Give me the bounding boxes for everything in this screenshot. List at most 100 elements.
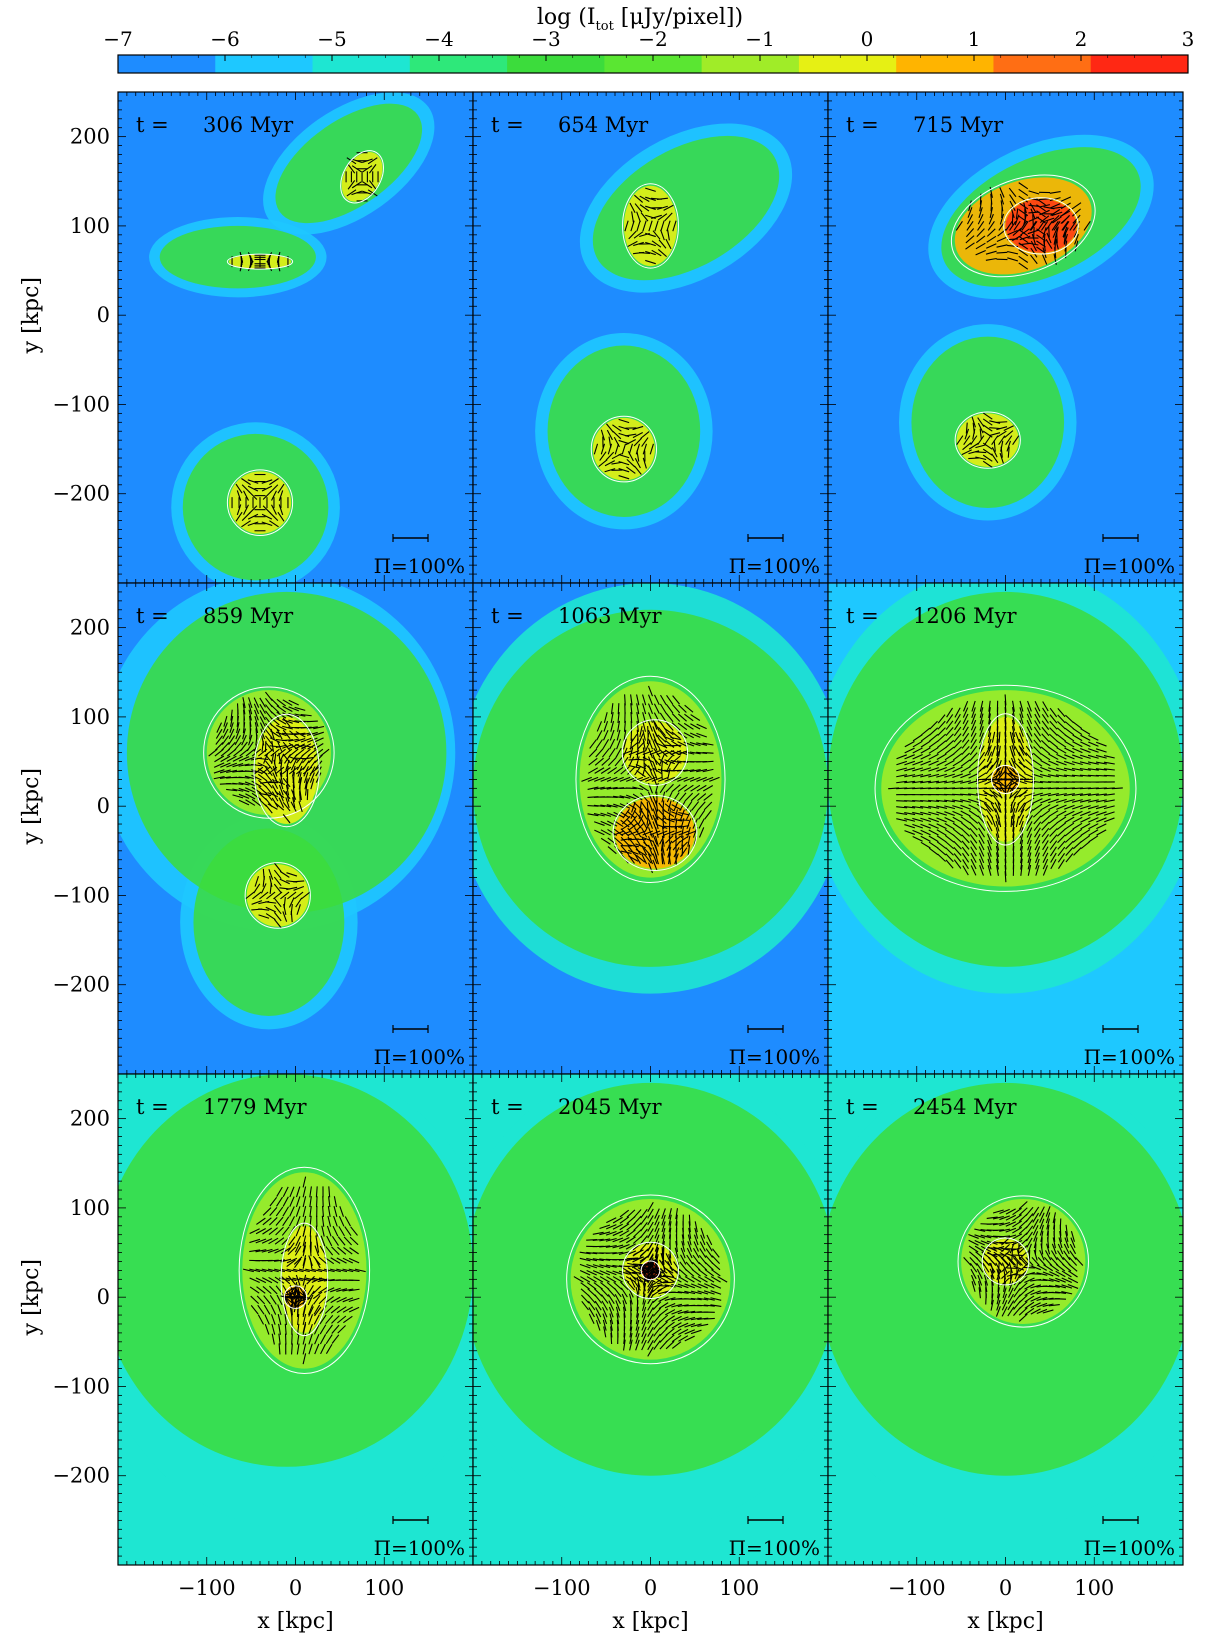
polarization-vector [1088,741,1099,747]
polarization-vector [642,443,647,455]
polarization-vector [673,800,679,812]
polarization-vector [1009,788,1014,799]
polarization-vector [278,1333,281,1345]
panel-map [473,1074,828,1565]
polarization-vector [302,1176,307,1188]
polarization-vector [993,796,1002,806]
polarization-vector [314,760,323,770]
x-tick-label: −100 [888,1576,946,1600]
polarization-vector [960,773,971,779]
polarization-vector [1072,810,1083,817]
polarization-vector [647,1247,654,1258]
polarization-vector [663,1267,674,1274]
polarization-vector [1012,1220,1022,1228]
polarization-label: Π=100% [1084,1536,1175,1560]
polarization-vector [282,1216,290,1227]
polarization-vector [645,1267,656,1274]
intensity-contour [280,1222,329,1337]
polarization-vector [1020,858,1023,870]
polarization-vector [1008,1274,1013,1286]
polarization-vector [1027,858,1032,870]
polarization-vector [311,1268,323,1273]
polarization-vector [1055,1291,1067,1295]
polarization-vector [288,1290,295,1301]
polarization-vector [299,1295,311,1299]
polarization-vector [990,1299,994,1311]
polarization-vector [1062,1263,1072,1272]
polarization-vector [1003,425,1014,432]
polarization-vector [255,1268,267,1273]
polarization-vector [282,729,291,739]
polarization-vector [1000,1257,1009,1266]
polarization-vector [603,729,609,741]
polarization-vector [968,804,979,811]
polarization-vector [1088,811,1099,816]
polarization-vector [239,748,249,757]
polarization-vector [664,755,674,765]
polarization-vector [665,1253,672,1264]
polarization-vector [952,787,964,790]
polarization-vector [635,763,647,770]
polarization-vector [1019,839,1024,851]
polarization-vector [696,732,707,738]
polarization-vector [697,1304,709,1307]
intensity-contour [1003,197,1079,255]
polarization-vector [668,809,671,821]
polarization-vector [960,816,971,824]
polarization-vector [271,504,277,515]
colorbar-segment [215,55,314,73]
polarization-vector [1040,1230,1044,1242]
polarization-vector [1029,202,1037,213]
polarization-vector [313,1314,320,1325]
polarization-vector [279,870,290,878]
polarization-vector [976,228,985,237]
polarization-vector [302,1225,307,1237]
polarization-vector [987,864,992,876]
polarization-vector [1088,823,1099,830]
polarization-vector [1096,823,1107,830]
polarization-vector [690,1329,702,1335]
polarization-vector [317,1268,329,1273]
polarization-vector [657,248,667,258]
polarization-vector [658,758,669,766]
polarization-vector [610,712,614,724]
polarization-vector [677,750,689,756]
time-prefix: t = [491,604,524,628]
polarization-vector [290,1295,301,1299]
polarization-vector [993,766,1002,776]
polarization-vector [306,789,309,801]
panel-map [828,1074,1183,1565]
polarization-vector [245,793,256,800]
polarization-vector [928,760,939,766]
polarization-vector [1071,767,1083,771]
polarization-vector [647,747,654,759]
polarization-vector [307,1294,314,1306]
polarization-vector [302,766,313,775]
polarization-vector [642,738,646,750]
polarization-vector [288,1236,296,1246]
polarization-vector [1036,210,1046,218]
polarization-vector [1005,435,1013,446]
polarization-vector [220,755,231,763]
polarization-vector [945,733,954,743]
polarization-vector [273,876,282,887]
polarization-vector [928,841,939,849]
polarization-vector [1065,840,1074,850]
polarization-vector [1019,726,1024,737]
polarization-vector [1014,1257,1023,1266]
polarization-vector [987,839,992,851]
polarization-vector [996,426,1008,431]
polarization-vector [245,891,255,900]
polarization-vector [1079,761,1091,765]
polarization-vector [633,437,643,447]
polarization-vector [1020,852,1023,864]
polarization-vector [344,1216,351,1227]
polarization-vector [995,852,1000,864]
polarization-vector [302,1235,307,1247]
polarization-vector [665,1276,676,1283]
polarization-vector [257,1304,265,1315]
polarization-vector [595,1313,601,1325]
polarization-vector [652,859,658,871]
polarization-vector [1074,240,1079,252]
polarization-vector [944,780,956,784]
